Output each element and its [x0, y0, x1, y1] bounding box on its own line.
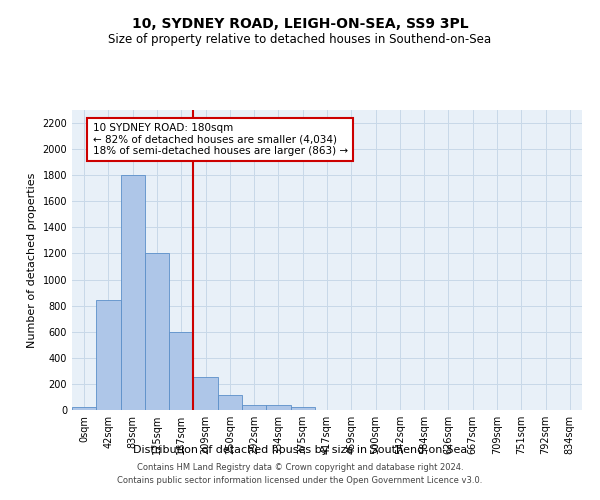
Bar [72, 408, 96, 410]
Text: Contains HM Land Registry data © Crown copyright and database right 2024.
Contai: Contains HM Land Registry data © Crown c… [118, 464, 482, 485]
Bar [169, 332, 193, 410]
Bar [145, 254, 169, 410]
Text: Size of property relative to detached houses in Southend-on-Sea: Size of property relative to detached ho… [109, 32, 491, 46]
Bar [266, 406, 290, 410]
Bar [218, 395, 242, 410]
Text: 10 SYDNEY ROAD: 180sqm
← 82% of detached houses are smaller (4,034)
18% of semi-: 10 SYDNEY ROAD: 180sqm ← 82% of detached… [92, 123, 348, 156]
Text: Distribution of detached houses by size in Southend-on-Sea: Distribution of detached houses by size … [133, 445, 467, 455]
Y-axis label: Number of detached properties: Number of detached properties [27, 172, 37, 348]
Bar [193, 376, 218, 410]
Bar [290, 408, 315, 410]
Text: 10, SYDNEY ROAD, LEIGH-ON-SEA, SS9 3PL: 10, SYDNEY ROAD, LEIGH-ON-SEA, SS9 3PL [131, 18, 469, 32]
Bar [242, 406, 266, 410]
Bar [96, 300, 121, 410]
Bar [121, 175, 145, 410]
